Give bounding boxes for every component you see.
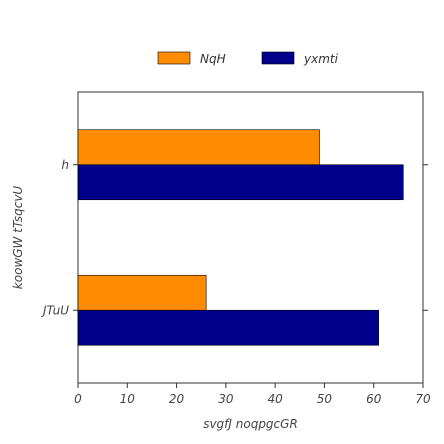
x-tick-label: 70 [415, 392, 431, 406]
x-axis-title: svgfJ noqpgcGR [203, 417, 298, 431]
legend-swatch-yxmti [262, 52, 294, 64]
legend-swatch-NqH [158, 52, 190, 64]
bar-yxmti-h [78, 165, 403, 200]
y-tick-label: JTuU [41, 303, 69, 317]
legend: NqH yxmti [158, 52, 339, 66]
x-tick-label: 50 [317, 392, 333, 406]
x-tick-label: 60 [366, 392, 382, 406]
y-tick-label: h [61, 158, 69, 172]
x-tick-label: 30 [218, 392, 234, 406]
plot-area: JTuU h 0 10 20 30 40 50 60 70 [41, 92, 431, 406]
x-tick-label: 0 [74, 392, 82, 406]
y-axis-title: koowGW tTsqcvU [11, 186, 25, 290]
legend-label-NqH: NqH [200, 52, 226, 66]
x-tick-label: 20 [169, 392, 185, 406]
bar-NqH-JTuU [78, 275, 206, 310]
x-tick-label: 10 [120, 392, 136, 406]
bar-NqH-h [78, 130, 320, 165]
legend-label-yxmti: yxmti [303, 52, 339, 66]
x-tick-label: 40 [268, 392, 284, 406]
bar-yxmti-JTuU [78, 310, 379, 345]
